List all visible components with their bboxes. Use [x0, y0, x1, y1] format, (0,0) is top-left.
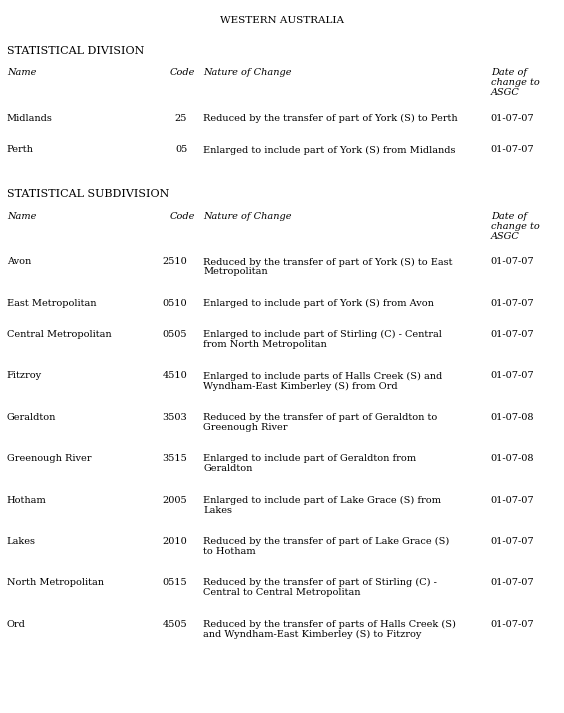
Text: Reduced by the transfer of part of Geraldton to: Reduced by the transfer of part of Geral…	[203, 413, 437, 422]
Text: Central to Central Metropolitan: Central to Central Metropolitan	[203, 588, 360, 597]
Text: Reduced by the transfer of part of Lake Grace (S): Reduced by the transfer of part of Lake …	[203, 537, 450, 546]
Text: Name: Name	[7, 68, 36, 78]
Text: Nature of Change: Nature of Change	[203, 68, 292, 78]
Text: Hotham: Hotham	[7, 496, 46, 505]
Text: Nature of Change: Nature of Change	[203, 212, 292, 221]
Text: 0510: 0510	[162, 299, 187, 308]
Text: 01-07-08: 01-07-08	[491, 454, 534, 463]
Text: Greenough River: Greenough River	[7, 454, 91, 463]
Text: Name: Name	[7, 212, 36, 221]
Text: 0515: 0515	[162, 578, 187, 588]
Text: Reduced by the transfer of part of Stirling (C) -: Reduced by the transfer of part of Stirl…	[203, 578, 437, 588]
Text: Greenough River: Greenough River	[203, 423, 288, 432]
Text: 01-07-08: 01-07-08	[491, 413, 534, 422]
Text: 3503: 3503	[162, 413, 187, 422]
Text: 01-07-07: 01-07-07	[491, 537, 534, 546]
Text: Geraldton: Geraldton	[7, 413, 56, 422]
Text: 05: 05	[175, 145, 187, 155]
Text: Ord: Ord	[7, 620, 25, 629]
Text: Midlands: Midlands	[7, 114, 52, 123]
Text: 2510: 2510	[162, 257, 187, 267]
Text: Reduced by the transfer of part of York (S) to East: Reduced by the transfer of part of York …	[203, 257, 452, 267]
Text: 2010: 2010	[162, 537, 187, 546]
Text: Reduced by the transfer of part of York (S) to Perth: Reduced by the transfer of part of York …	[203, 114, 457, 123]
Text: 01-07-07: 01-07-07	[491, 578, 534, 588]
Text: ASGC: ASGC	[491, 232, 519, 241]
Text: change to: change to	[491, 222, 539, 231]
Text: 01-07-07: 01-07-07	[491, 496, 534, 505]
Text: Wyndham-East Kimberley (S) from Ord: Wyndham-East Kimberley (S) from Ord	[203, 381, 398, 391]
Text: 01-07-07: 01-07-07	[491, 299, 534, 308]
Text: 01-07-07: 01-07-07	[491, 330, 534, 339]
Text: 0505: 0505	[163, 330, 187, 339]
Text: 3515: 3515	[162, 454, 187, 463]
Text: and Wyndham-East Kimberley (S) to Fitzroy: and Wyndham-East Kimberley (S) to Fitzro…	[203, 630, 421, 639]
Text: Metropolitan: Metropolitan	[203, 267, 268, 277]
Text: STATISTICAL DIVISION: STATISTICAL DIVISION	[7, 46, 144, 56]
Text: Enlarged to include parts of Halls Creek (S) and: Enlarged to include parts of Halls Creek…	[203, 371, 442, 381]
Text: Reduced by the transfer of parts of Halls Creek (S): Reduced by the transfer of parts of Hall…	[203, 620, 456, 629]
Text: 01-07-07: 01-07-07	[491, 620, 534, 629]
Text: 4510: 4510	[162, 371, 187, 381]
Text: Perth: Perth	[7, 145, 34, 155]
Text: WESTERN AUSTRALIA: WESTERN AUSTRALIA	[220, 16, 344, 25]
Text: ASGC: ASGC	[491, 88, 519, 98]
Text: 2005: 2005	[162, 496, 187, 505]
Text: STATISTICAL SUBDIVISION: STATISTICAL SUBDIVISION	[7, 189, 169, 199]
Text: Code: Code	[169, 212, 195, 221]
Text: 01-07-07: 01-07-07	[491, 257, 534, 267]
Text: 4505: 4505	[162, 620, 187, 629]
Text: 25: 25	[175, 114, 187, 123]
Text: East Metropolitan: East Metropolitan	[7, 299, 96, 308]
Text: Enlarged to include part of Geraldton from: Enlarged to include part of Geraldton fr…	[203, 454, 416, 463]
Text: change to: change to	[491, 78, 539, 88]
Text: Date of: Date of	[491, 212, 527, 221]
Text: from North Metropolitan: from North Metropolitan	[203, 340, 327, 349]
Text: to Hotham: to Hotham	[203, 547, 255, 556]
Text: 01-07-07: 01-07-07	[491, 145, 534, 155]
Text: Enlarged to include part of York (S) from Avon: Enlarged to include part of York (S) fro…	[203, 299, 434, 308]
Text: Enlarged to include part of Stirling (C) - Central: Enlarged to include part of Stirling (C)…	[203, 330, 442, 339]
Text: 01-07-07: 01-07-07	[491, 371, 534, 381]
Text: Avon: Avon	[7, 257, 31, 267]
Text: Enlarged to include part of Lake Grace (S) from: Enlarged to include part of Lake Grace (…	[203, 496, 441, 505]
Text: Lakes: Lakes	[7, 537, 36, 546]
Text: Code: Code	[169, 68, 195, 78]
Text: Enlarged to include part of York (S) from Midlands: Enlarged to include part of York (S) fro…	[203, 145, 456, 155]
Text: Geraldton: Geraldton	[203, 464, 253, 473]
Text: Date of: Date of	[491, 68, 527, 78]
Text: Lakes: Lakes	[203, 506, 232, 515]
Text: 01-07-07: 01-07-07	[491, 114, 534, 123]
Text: Fitzroy: Fitzroy	[7, 371, 42, 381]
Text: Central Metropolitan: Central Metropolitan	[7, 330, 112, 339]
Text: North Metropolitan: North Metropolitan	[7, 578, 104, 588]
